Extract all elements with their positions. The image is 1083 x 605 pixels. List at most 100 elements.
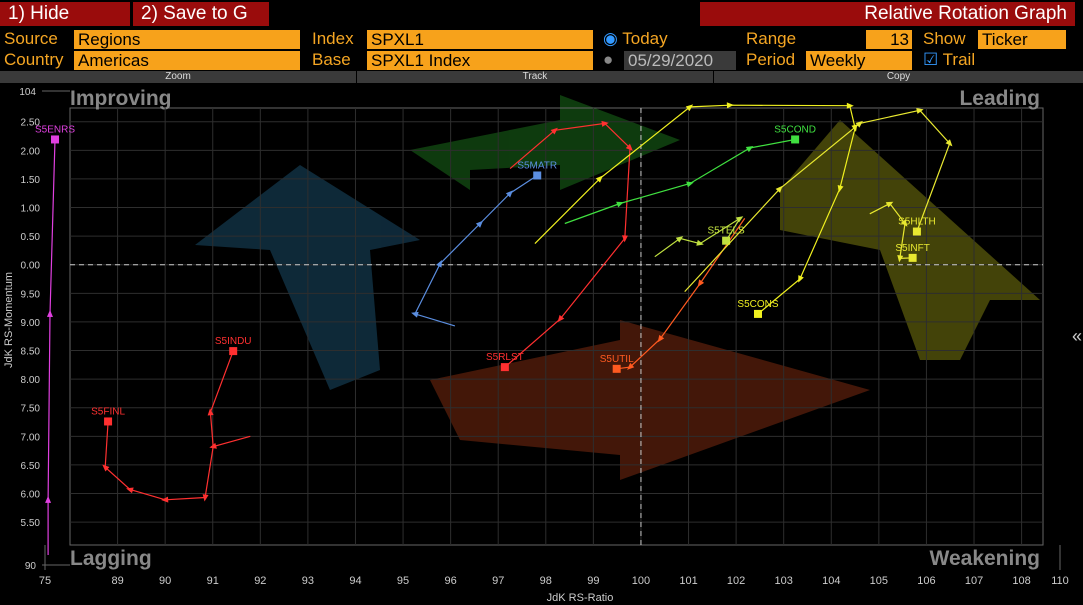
tail-point — [775, 185, 783, 193]
tail-point — [627, 362, 635, 370]
trail-option[interactable]: ☑ Trail — [923, 50, 975, 70]
x-axis-end-label: 75 — [39, 575, 51, 587]
tail-line — [104, 421, 214, 501]
tail-point — [726, 102, 734, 109]
y-tick-label: 7.50 — [21, 404, 41, 415]
tail-point — [595, 175, 603, 183]
head-marker — [791, 135, 800, 144]
country-label: Country — [4, 50, 64, 69]
head-marker — [533, 171, 542, 180]
y-tick-label: 8.00 — [21, 375, 41, 386]
y-tick-label: 5.50 — [21, 518, 41, 529]
index-label: Index — [312, 29, 354, 48]
x-tick-label: 100 — [632, 575, 650, 587]
series-label: S5ENRS — [35, 124, 75, 135]
series-label: S5RLST — [486, 352, 524, 363]
x-tick-label: 94 — [349, 575, 361, 587]
x-tick-label: 104 — [822, 575, 840, 587]
series-label: S5FINL — [91, 406, 125, 417]
x-tick-label: 102 — [727, 575, 745, 587]
today-text: Today — [622, 29, 668, 48]
tail-line — [684, 109, 951, 293]
tail-point — [209, 442, 217, 449]
radio-icon: ◉ — [603, 29, 618, 48]
tail-line — [47, 139, 56, 555]
tail-line — [209, 350, 251, 448]
tail-point — [916, 108, 924, 114]
base-field[interactable]: SPXL1 Index — [367, 51, 593, 70]
range-field[interactable]: 13 — [866, 30, 912, 49]
y-tick-label: 0.00 — [21, 261, 41, 272]
side-handle[interactable]: « — [1072, 326, 1082, 346]
y-axis-end-label: 90 — [25, 561, 37, 572]
copy-menu[interactable]: Copy — [714, 71, 1083, 83]
tail-point — [900, 219, 908, 227]
series-label: S5MATR — [517, 160, 557, 171]
x-tick-label: 93 — [302, 575, 314, 587]
tail-point — [885, 201, 894, 208]
base-label: Base — [312, 50, 351, 69]
tail-point — [657, 334, 665, 343]
y-tick-label: 2.00 — [21, 146, 41, 157]
y-tick-label: 8.50 — [21, 347, 41, 358]
tail-point — [45, 495, 52, 503]
tail-point — [411, 311, 419, 318]
quadrant-label: Improving — [70, 87, 172, 110]
x-tick-label: 96 — [445, 575, 457, 587]
zoom-menu[interactable]: Zoom — [0, 71, 357, 83]
y-tick-label: 1.00 — [21, 204, 41, 215]
checkbox-icon: ☑ — [923, 50, 939, 69]
head-marker — [104, 417, 113, 426]
quadrant-label: Leading — [959, 87, 1040, 110]
trail-text: Trail — [942, 50, 976, 69]
tail-point — [686, 181, 694, 188]
tail-point — [46, 309, 53, 317]
save-button[interactable]: 2) Save to G — [133, 2, 269, 26]
x-tick-label: 98 — [540, 575, 552, 587]
tail-point — [745, 146, 754, 153]
y-tick-label: 7.00 — [21, 432, 41, 443]
tail-point — [616, 201, 624, 208]
series-label: S5INFT — [895, 243, 929, 254]
source-label: Source — [4, 29, 58, 48]
tail-point — [837, 185, 844, 193]
show-field[interactable]: Ticker — [978, 30, 1066, 49]
head-marker — [912, 227, 921, 236]
tail-point — [436, 260, 442, 268]
arrow-shape — [410, 95, 680, 190]
x-tick-label: 99 — [587, 575, 599, 587]
tail-point — [675, 236, 684, 243]
country-field[interactable]: Americas — [74, 51, 300, 70]
tail-line — [414, 174, 538, 327]
y-tick-label: 9.00 — [21, 318, 41, 329]
series-label: S5CONS — [737, 299, 778, 310]
source-field[interactable]: Regions — [74, 30, 300, 49]
x-tick-label: 97 — [492, 575, 504, 587]
x-tick-label: 95 — [397, 575, 409, 587]
date-radio[interactable]: ● — [603, 50, 614, 69]
series-label: S5COND — [774, 124, 816, 135]
track-menu[interactable]: Track — [357, 71, 714, 83]
x-tick-label: 92 — [254, 575, 266, 587]
today-option[interactable]: ◉ Today — [603, 29, 668, 49]
title-bar: 1) Hide 2) Save to G Relative Rotation G… — [0, 0, 1083, 28]
y-tick-label: 9.50 — [21, 289, 41, 300]
tail-point — [126, 487, 134, 494]
show-label: Show — [923, 29, 966, 48]
index-field[interactable]: SPXL1 — [367, 30, 593, 49]
date-field[interactable]: 05/29/2020 — [624, 51, 736, 70]
tail-point — [505, 190, 513, 198]
hide-button[interactable]: 1) Hide — [0, 2, 130, 26]
tail-point — [625, 143, 633, 151]
y-tick-label: 6.00 — [21, 490, 41, 501]
range-label: Range — [746, 29, 797, 48]
head-marker — [908, 253, 917, 262]
arrow-shape — [430, 320, 870, 480]
tail-point — [475, 220, 483, 228]
x-tick-label: 89 — [111, 575, 123, 587]
x-tick-label: 106 — [917, 575, 935, 587]
tail-point — [697, 279, 705, 287]
period-field[interactable]: Weekly — [806, 51, 912, 70]
head-marker — [229, 347, 238, 356]
